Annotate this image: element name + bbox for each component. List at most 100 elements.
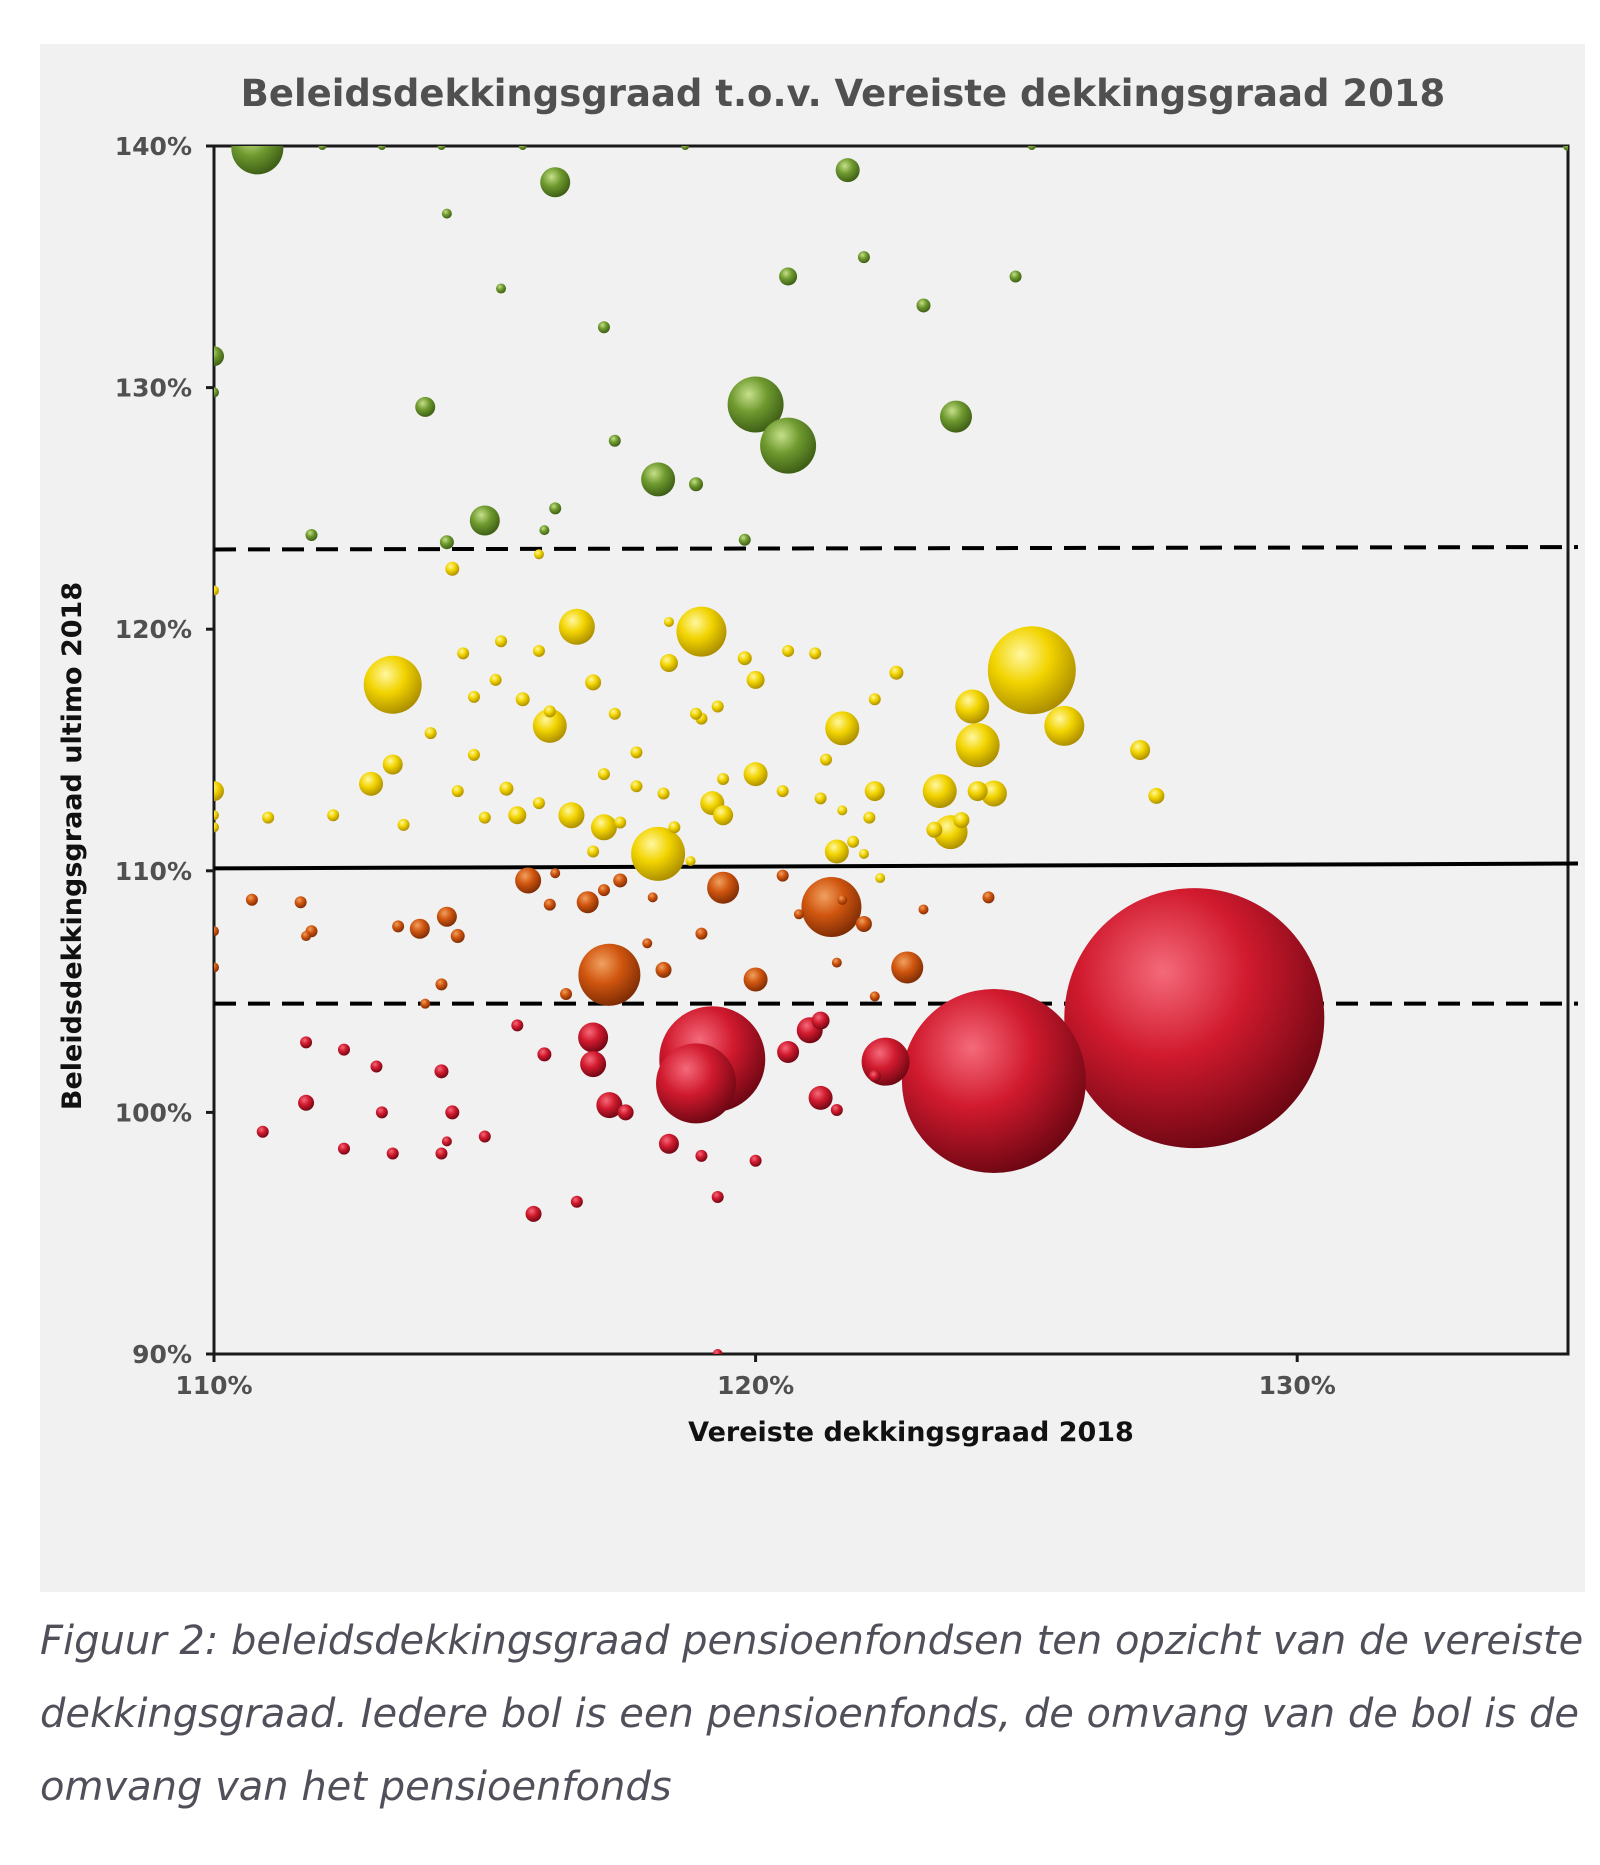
bubble-yellow-40 — [659, 654, 678, 673]
bubble-yellow-87 — [967, 781, 988, 802]
bubble-red-170 — [868, 1070, 881, 1083]
bubble-orange-135 — [855, 915, 872, 932]
bubble-red-158 — [777, 1041, 800, 1063]
bubble-orange-133 — [647, 892, 658, 903]
bubble-yellow-101 — [630, 780, 643, 793]
bubble-orange-137 — [982, 891, 995, 904]
bubble-red-165 — [570, 1195, 583, 1208]
bubble-orange-117 — [613, 873, 628, 888]
bubble-yellow-92 — [953, 812, 970, 829]
bubble-red-162 — [525, 1205, 542, 1222]
y-axis-label: Beleidsdekkingsgraad ultimo 2018 — [57, 582, 88, 1110]
figure-caption: Figuur 2: beleidsdekkingsgraad pensioenf… — [40, 1618, 1584, 1810]
y-tick-label: 120% — [115, 615, 192, 644]
bubble-green-2 — [835, 158, 860, 183]
bubble-red-173 — [337, 1043, 350, 1056]
bubble-yellow-50 — [1044, 705, 1085, 746]
bubble-green-17 — [641, 462, 676, 497]
chart-title: Beleidsdekkingsgraad t.o.v. Vereiste dek… — [241, 72, 1446, 115]
bubble-green-23 — [539, 525, 550, 536]
bubble-yellow-45 — [809, 647, 822, 660]
bubble-orange-140 — [560, 988, 573, 1001]
bubble-orange-130 — [543, 898, 556, 911]
bubble-orange-122 — [409, 918, 430, 939]
bubble-yellow-106 — [868, 693, 881, 706]
bubble-red-174 — [370, 1060, 383, 1073]
bubble-yellow-33 — [533, 549, 544, 560]
bubble-green-30 — [1563, 146, 1568, 151]
bubble-red-169 — [830, 1103, 843, 1116]
x-tick-label: 120% — [717, 1371, 794, 1400]
bubble-yellow-76 — [597, 768, 610, 781]
bubble-yellow-86 — [922, 774, 957, 809]
bubble-red-155 — [596, 1092, 623, 1119]
bubble-orange-114 — [707, 871, 740, 904]
bubble-green-18 — [689, 477, 704, 492]
bubble-red-181 — [435, 1147, 448, 1160]
bubble-green-6 — [916, 298, 931, 313]
y-tick-label: 100% — [115, 1098, 192, 1127]
bubble-yellow-83 — [820, 753, 833, 766]
bubble-orange-115 — [576, 891, 599, 914]
bubble-orange-112 — [801, 877, 862, 938]
bubble-orange-120 — [655, 961, 672, 978]
bubble-red-159 — [811, 1011, 830, 1030]
bubble-yellow-96 — [858, 848, 869, 859]
plot-area — [212, 144, 1570, 1356]
bubble-green-11 — [214, 387, 219, 398]
bubble-series — [214, 146, 1568, 1354]
bubble-yellow-100 — [630, 746, 643, 759]
bubble-orange-145 — [793, 909, 804, 920]
bubble-yellow-84 — [814, 792, 827, 805]
bubble-yellow-64 — [397, 818, 410, 831]
bubble-green-16 — [608, 434, 621, 447]
bubble-green-8 — [496, 283, 507, 294]
bubble-yellow-109 — [668, 821, 681, 834]
bubble-orange-118 — [891, 951, 924, 984]
bubble-red-172 — [300, 1036, 313, 1049]
bubble-orange-124 — [450, 929, 465, 944]
y-tick-label: 90% — [132, 1340, 192, 1369]
bubble-yellow-104 — [690, 707, 703, 720]
bubble-yellow-94 — [824, 839, 849, 864]
bubble-yellow-91 — [926, 821, 943, 838]
bubble-green-15 — [939, 400, 972, 433]
bubble-yellow-66 — [214, 810, 219, 821]
bubble-yellow-34 — [214, 585, 219, 596]
bubble-yellow-77 — [657, 787, 670, 800]
bubble-green-0 — [231, 146, 284, 175]
bubble-red-149 — [901, 988, 1086, 1173]
bubble-orange-132 — [597, 884, 610, 897]
bubble-yellow-57 — [532, 644, 545, 657]
bubble-yellow-108 — [587, 845, 600, 858]
bubble-orange-123 — [392, 920, 405, 933]
bubble-yellow-36 — [676, 606, 727, 657]
bubble-yellow-41 — [585, 674, 602, 691]
bubble-yellow-72 — [590, 814, 617, 841]
bubble-yellow-110 — [875, 873, 886, 884]
bubble-yellow-59 — [382, 754, 403, 775]
bubble-yellow-53 — [515, 692, 530, 707]
bubble-yellow-70 — [508, 806, 527, 825]
bubble-yellow-61 — [214, 781, 224, 802]
bubble-green-7 — [1009, 270, 1022, 283]
bubble-yellow-43 — [746, 670, 765, 689]
bubble-yellow-65 — [214, 822, 219, 833]
bubble-red-177 — [375, 1106, 388, 1119]
bubble-green-3 — [441, 208, 452, 219]
bubble-orange-127 — [245, 893, 258, 906]
bubble-yellow-73 — [631, 826, 686, 881]
reference-lines — [213, 545, 1579, 1006]
bubble-green-10 — [214, 346, 224, 367]
y-tick-label: 140% — [115, 132, 192, 161]
bubble-green-13 — [727, 376, 784, 433]
bubble-yellow-58 — [495, 635, 508, 648]
bubble-yellow-95 — [847, 835, 860, 848]
bubble-yellow-35 — [558, 608, 595, 645]
bubble-red-176 — [445, 1105, 460, 1120]
bubble-yellow-79 — [713, 805, 734, 826]
bubble-yellow-51 — [955, 723, 1000, 768]
bubble-green-19 — [469, 505, 500, 536]
bubble-yellow-82 — [717, 772, 730, 785]
bubble-green-25 — [318, 146, 327, 150]
